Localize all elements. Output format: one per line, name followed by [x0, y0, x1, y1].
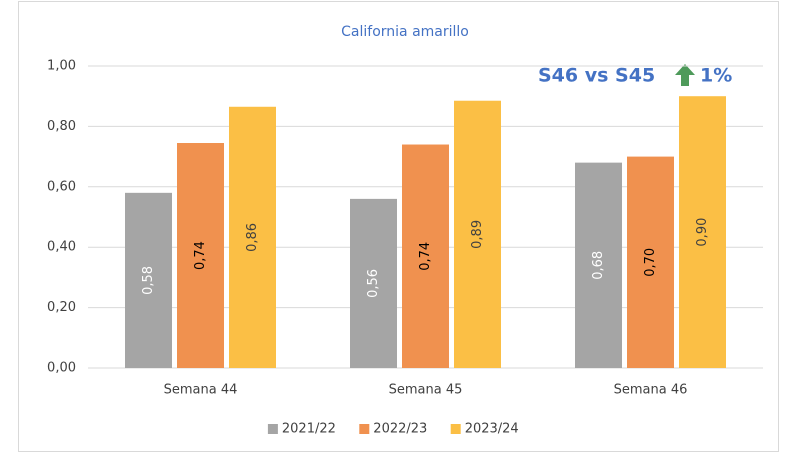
- value-label: 0,86: [245, 223, 260, 252]
- value-label: 0,74: [418, 242, 433, 271]
- value-label: 0,58: [141, 266, 156, 295]
- y-tick-label: 0,80: [47, 119, 76, 134]
- annotation: 1%: [700, 65, 732, 87]
- value-label: 0,70: [643, 248, 658, 277]
- bar: [125, 192, 172, 368]
- y-tick-label: 1,00: [47, 59, 76, 74]
- legend-label: 2023/24: [465, 422, 519, 437]
- y-tick-label: 0,00: [47, 361, 76, 376]
- bar: [229, 106, 276, 369]
- legend-swatch: [450, 424, 461, 434]
- y-tick-label: 0,20: [47, 300, 76, 315]
- annotation: S46 vs S45: [538, 65, 655, 87]
- value-label: 0,90: [695, 218, 710, 247]
- legend-label: 2022/23: [373, 422, 427, 437]
- bar: [679, 96, 726, 368]
- bar: [627, 156, 674, 368]
- value-label: 0,56: [366, 269, 381, 298]
- bar: [402, 144, 449, 368]
- chart-title: California amarillo: [341, 24, 469, 40]
- bar: [177, 143, 224, 368]
- x-tick-label: Semana 45: [389, 383, 463, 398]
- legend-swatch: [267, 424, 278, 434]
- value-label: 0,74: [193, 241, 208, 270]
- bar: [454, 100, 501, 368]
- legend-label: 2021/22: [282, 422, 336, 437]
- bar: [350, 198, 397, 368]
- x-tick-label: Semana 44: [164, 383, 238, 398]
- legend-swatch: [359, 424, 370, 434]
- y-tick-label: 0,40: [47, 240, 76, 255]
- bar: [575, 162, 622, 368]
- x-tick-label: Semana 46: [614, 383, 688, 398]
- up-arrow-icon: [675, 64, 695, 86]
- value-label: 0,89: [470, 220, 485, 249]
- y-tick-label: 0,60: [47, 179, 76, 194]
- value-label: 0,68: [591, 251, 606, 280]
